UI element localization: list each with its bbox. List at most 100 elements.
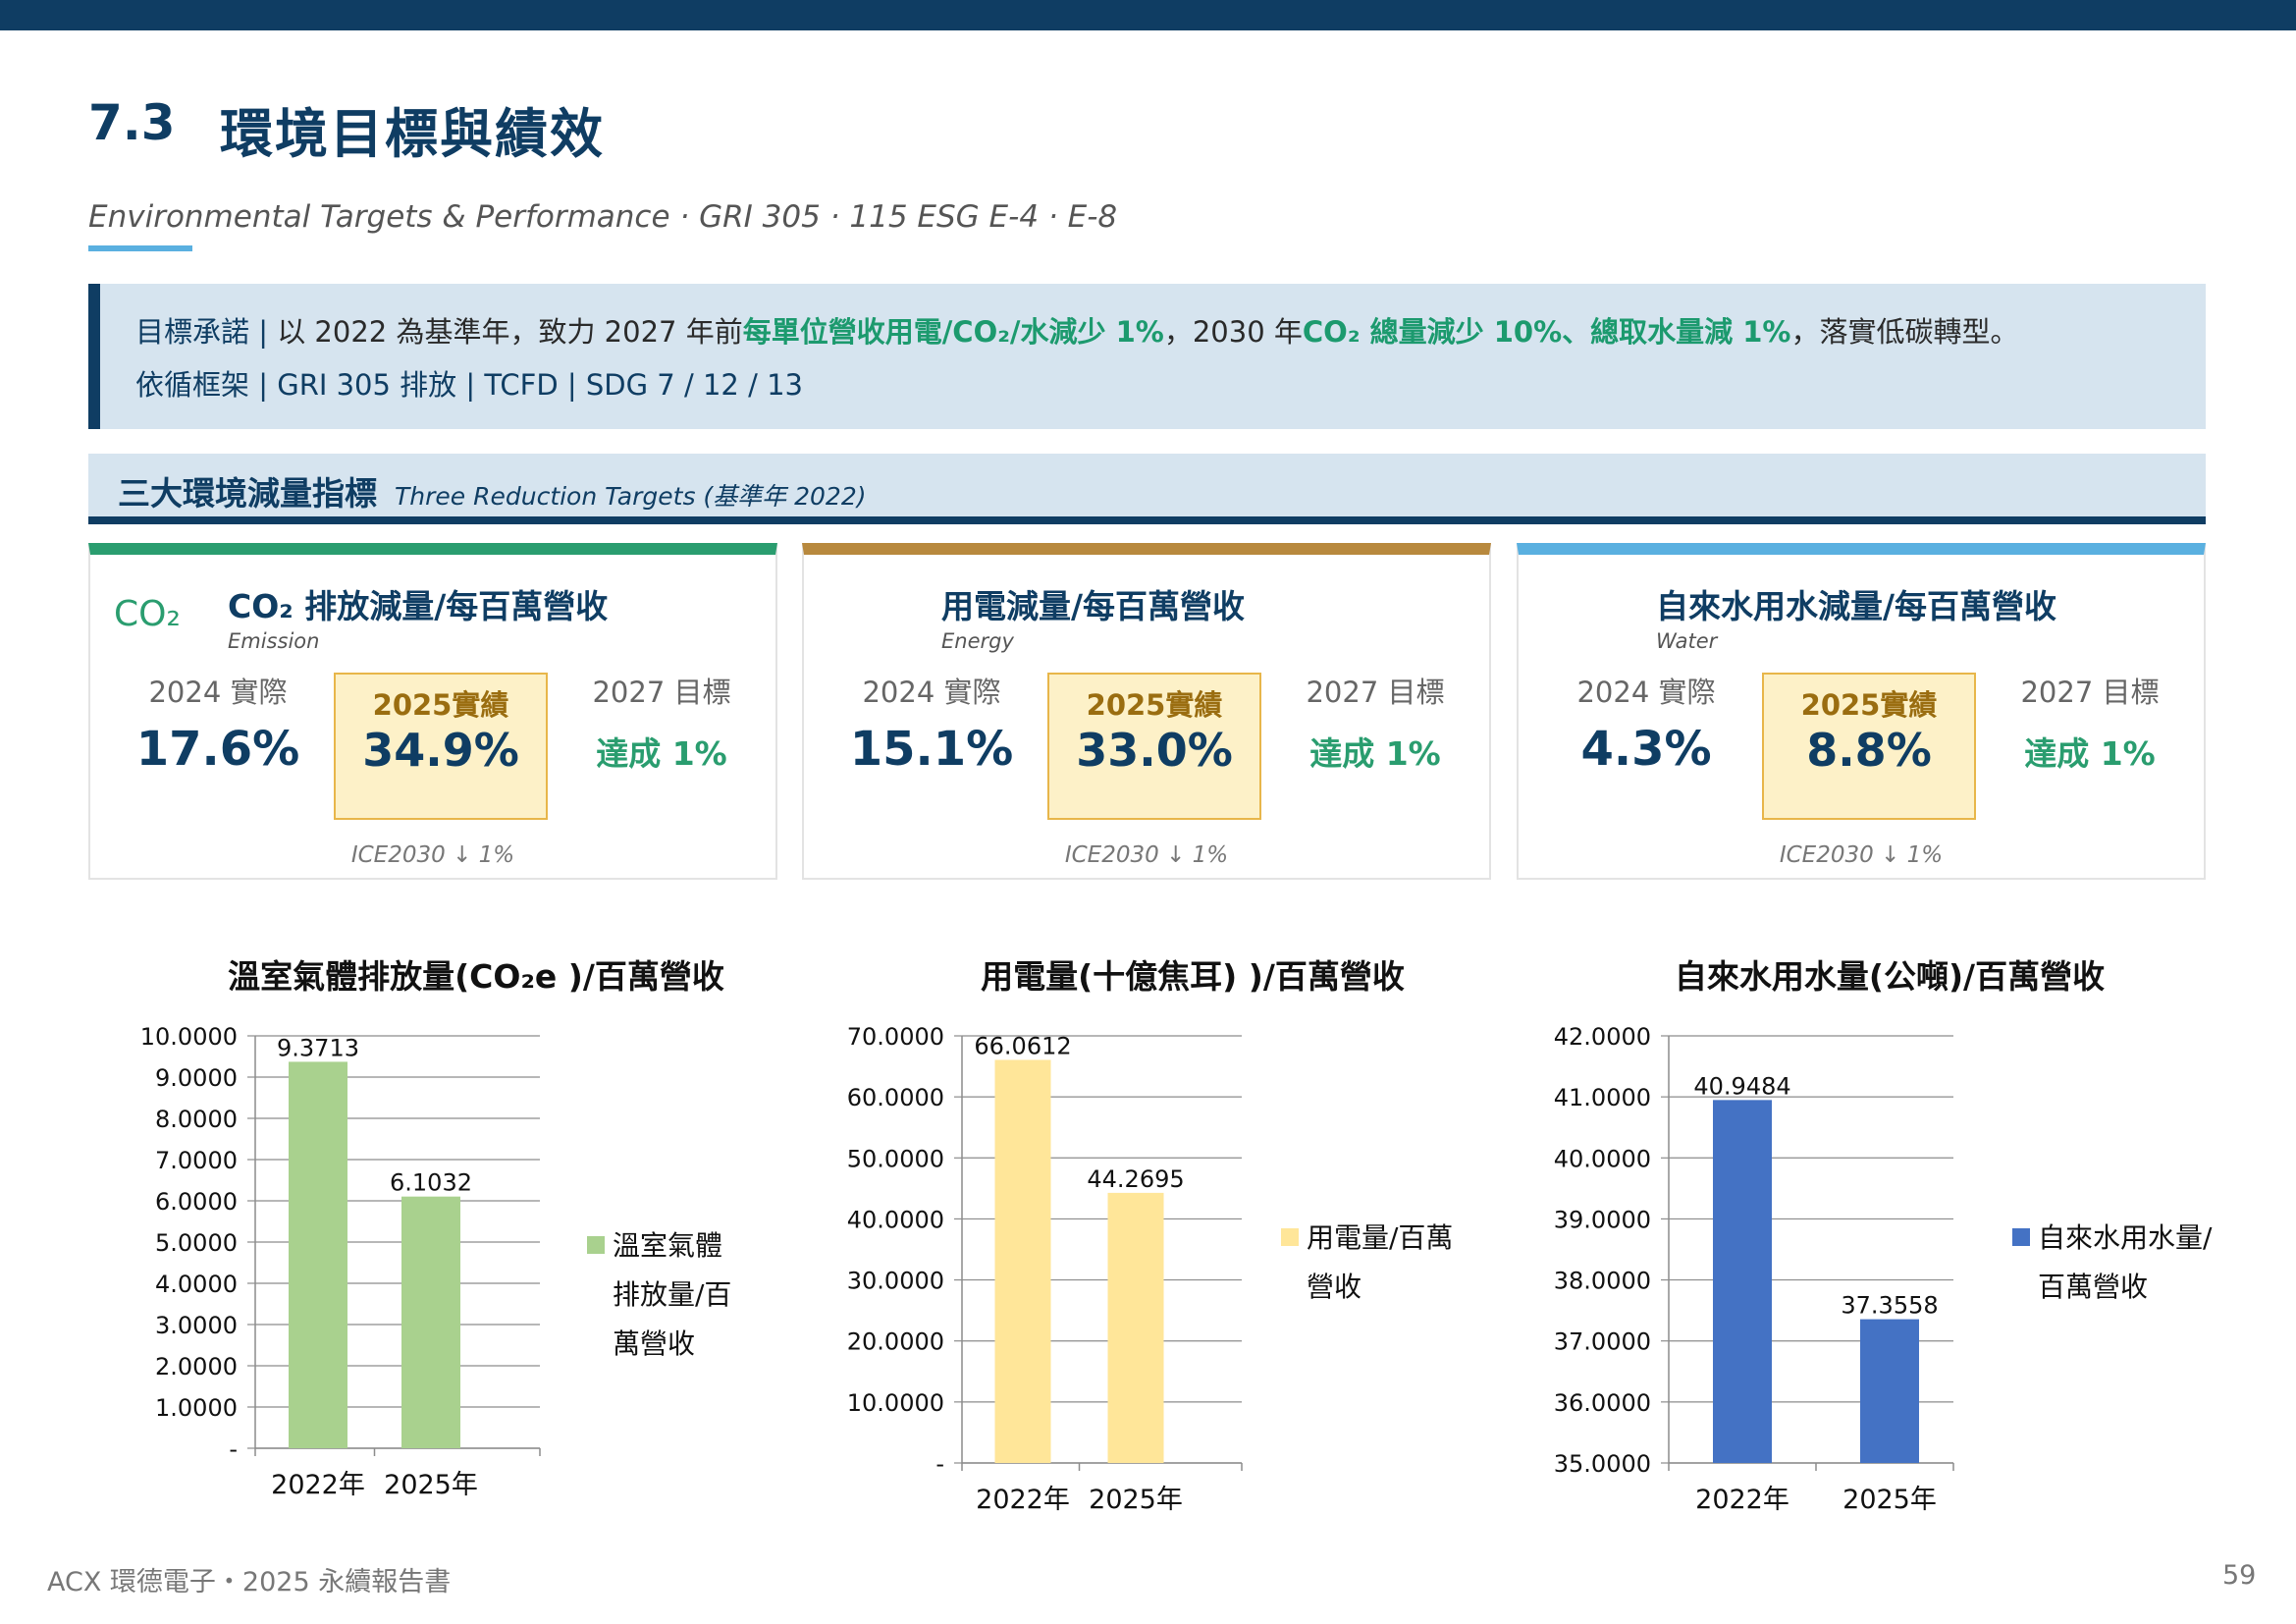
label-2024: 2024 實際 <box>862 676 1001 709</box>
commitment-banner: 目標承諾 | 以 2022 為基準年，致力 2027 年前每單位營收用電/CO₂… <box>88 284 2206 429</box>
y-tick-label: 10.0000 <box>140 1023 238 1051</box>
y-tick-label: 42.0000 <box>1554 1023 1651 1051</box>
data-label: 9.3713 <box>277 1034 359 1061</box>
y-tick-label: 40.0000 <box>847 1206 944 1233</box>
chart-title-ghg: 溫室氣體排放量(CO₂e )/百萬營收 <box>228 957 724 996</box>
commitment-line: 目標承諾 | 以 2022 為基準年，致力 2027 年前每單位營收用電/CO₂… <box>135 309 2018 351</box>
y-tick-label: 60.0000 <box>847 1084 944 1111</box>
card-subtitle: Emission <box>228 629 320 653</box>
framework-line: 依循框架 | GRI 305 排放 | TCFD | SDG 7 / 12 / … <box>135 362 803 404</box>
y-tick-label: 1.0000 <box>155 1394 238 1422</box>
card-subtitle: Water <box>1656 629 1718 653</box>
y-tick-label: 4.0000 <box>155 1271 238 1298</box>
value-2024: 4.3% <box>1580 722 1712 777</box>
bar <box>289 1061 347 1448</box>
value-2024: 15.1% <box>849 722 1014 777</box>
section-number: 7.3 <box>88 94 176 151</box>
chart-water: 35.0000 36.0000 37.0000 38.0000 39.0000 40.00… <box>1554 1023 2213 1512</box>
card-subtitle: Energy <box>941 629 1014 653</box>
bar <box>1713 1100 1772 1463</box>
legend-swatch <box>2012 1228 2030 1246</box>
value-2027: 達成 1% <box>2024 734 2156 773</box>
card-footnote: ICE2030 ↓ 1% <box>350 842 515 868</box>
label-2025: 2025實績 <box>1086 688 1223 722</box>
label-2027: 2027 目標 <box>2020 676 2160 709</box>
label-2025: 2025實績 <box>372 688 509 722</box>
x-tick-label: 2022年 <box>1695 1485 1789 1512</box>
legend-swatch <box>1281 1228 1299 1246</box>
y-tick-label: 2.0000 <box>155 1353 238 1380</box>
y-tick-label: - <box>935 1450 944 1478</box>
chart-ghg: - 1.0000 2.0000 3.0000 4.0000 5.0000 6.0000 7.0… <box>140 1023 732 1500</box>
y-tick-label: 7.0000 <box>155 1147 238 1174</box>
data-label: 37.3558 <box>1841 1292 1938 1320</box>
y-tick-label: 39.0000 <box>1554 1206 1651 1233</box>
legend-text: 百萬營收 <box>2038 1271 2148 1303</box>
y-tick-label: 9.0000 <box>155 1064 238 1092</box>
data-label: 44.2695 <box>1087 1165 1184 1193</box>
commitment-text-b: ，2030 年 <box>1163 315 1303 349</box>
value-2024: 17.6% <box>135 722 300 777</box>
x-tick-label: 2025年 <box>384 1470 478 1500</box>
framework-list: GRI 305 排放 | TCFD | SDG 7 / 12 / 13 <box>268 368 803 402</box>
y-tick-label: 50.0000 <box>847 1145 944 1172</box>
legend-text: 自來水用水量/ <box>2038 1221 2213 1254</box>
card-title: 自來水用水減量/每百萬營收 <box>1656 587 2057 625</box>
y-tick-label: 30.0000 <box>847 1268 944 1295</box>
card-footnote: ICE2030 ↓ 1% <box>1779 842 1944 868</box>
value-2025: 33.0% <box>1076 724 1233 777</box>
x-tick-label: 2025年 <box>1842 1485 1937 1512</box>
card-footnote: ICE2030 ↓ 1% <box>1064 842 1229 868</box>
chart-title-energy: 用電量(十億焦耳) )/百萬營收 <box>981 957 1405 996</box>
x-tick-label: 2025年 <box>1089 1485 1183 1512</box>
y-tick-label: 5.0000 <box>155 1229 238 1257</box>
card-title: 用電減量/每百萬營收 <box>941 587 1246 625</box>
y-tick-label: 6.0000 <box>155 1188 238 1216</box>
legend-text: 營收 <box>1307 1271 1362 1303</box>
y-tick-label: 35.0000 <box>1554 1450 1651 1478</box>
label-2024: 2024 實際 <box>148 676 288 709</box>
chart-energy: - 10.0000 20.0000 30.0000 40.0000 50.0000 60.0… <box>847 1023 1454 1512</box>
card-title: CO₂ 排放減量/每百萬營收 <box>228 587 609 625</box>
card-co2: CO₂ CO₂ 排放減量/每百萬營收 Emission 2024 實際 17.6… <box>88 543 777 880</box>
legend-text: 用電量/百萬 <box>1307 1221 1453 1254</box>
y-tick-label: 41.0000 <box>1554 1084 1651 1111</box>
bar <box>401 1196 460 1448</box>
y-tick-label: 10.0000 <box>847 1389 944 1417</box>
co2-icon: CO₂ <box>114 594 181 634</box>
value-2027: 達成 1% <box>596 734 727 773</box>
data-label: 6.1032 <box>390 1169 472 1197</box>
value-2025: 8.8% <box>1806 724 1932 777</box>
x-tick-label: 2022年 <box>271 1470 365 1500</box>
highlight-box-2025: 2025實績 8.8% <box>1762 673 1976 820</box>
framework-label: 依循框架 | <box>135 368 268 402</box>
label-2027: 2027 目標 <box>1306 676 1445 709</box>
bar <box>1860 1319 1919 1463</box>
legend-text: 萬營收 <box>613 1327 695 1360</box>
y-tick-label: 40.0000 <box>1554 1145 1651 1172</box>
reduction-targets-header: 三大環境減量指標 Three Reduction Targets (基準年 20… <box>88 454 2206 524</box>
subtitle-underline <box>88 245 192 251</box>
page-number: 59 <box>2222 1560 2257 1591</box>
bar <box>1107 1192 1164 1463</box>
legend-text: 排放量/百 <box>613 1278 731 1311</box>
highlight-box-2025: 2025實績 33.0% <box>1047 673 1261 820</box>
y-tick-label: 3.0000 <box>155 1312 238 1339</box>
y-tick-label: 20.0000 <box>847 1328 944 1356</box>
y-tick-label: - <box>229 1435 238 1463</box>
commitment-highlight-b: CO₂ 總量減少 10%、總取水量減 1% <box>1302 315 1791 349</box>
page-title: 環境目標與績效 <box>220 103 605 165</box>
top-bar <box>0 0 2296 30</box>
commitment-label: 目標承諾 | <box>135 315 268 349</box>
label-2027: 2027 目標 <box>592 676 731 709</box>
card-water: 自來水用水減量/每百萬營收 Water 2024 實際 4.3% 2025實績 … <box>1517 543 2206 880</box>
data-label: 40.9484 <box>1693 1072 1790 1100</box>
y-tick-label: 36.0000 <box>1554 1389 1651 1417</box>
commitment-text-a: 以 2022 為基準年，致力 2027 年前 <box>268 315 743 349</box>
y-tick-label: 8.0000 <box>155 1106 238 1133</box>
commitment-text-c: ，落實低碳轉型。 <box>1790 315 2019 349</box>
page-subtitle: Environmental Targets & Performance · GR… <box>88 199 1118 235</box>
value-2025: 34.9% <box>362 724 519 777</box>
y-tick-label: 37.0000 <box>1554 1328 1651 1356</box>
label-2024: 2024 實際 <box>1576 676 1716 709</box>
